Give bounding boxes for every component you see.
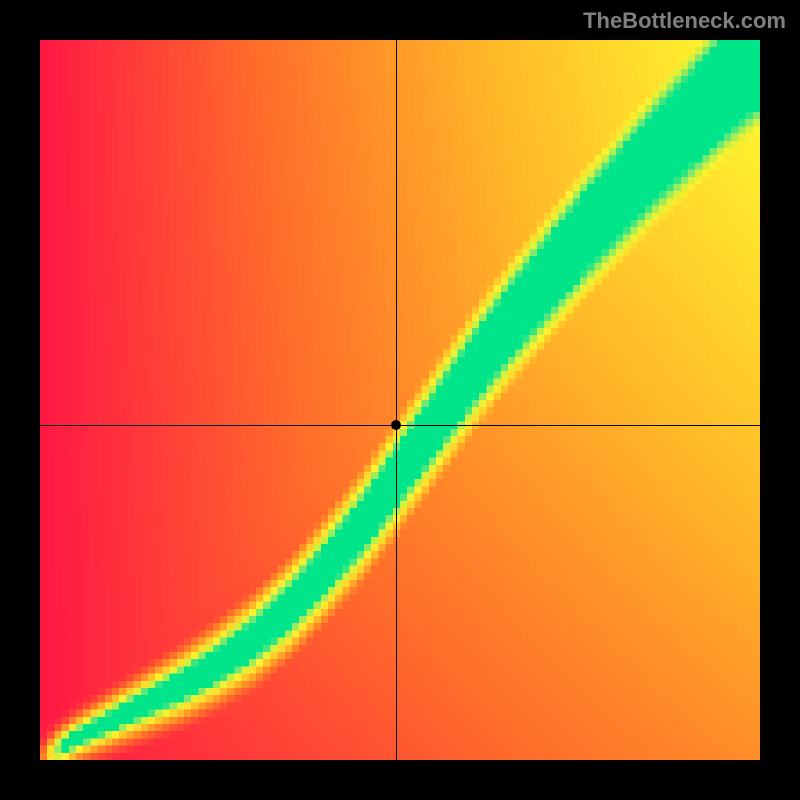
crosshair-vertical [396,40,397,760]
crosshair-marker [391,420,401,430]
heatmap-plot-area [40,40,760,760]
heatmap-canvas [40,40,760,760]
watermark-text: TheBottleneck.com [583,8,786,34]
